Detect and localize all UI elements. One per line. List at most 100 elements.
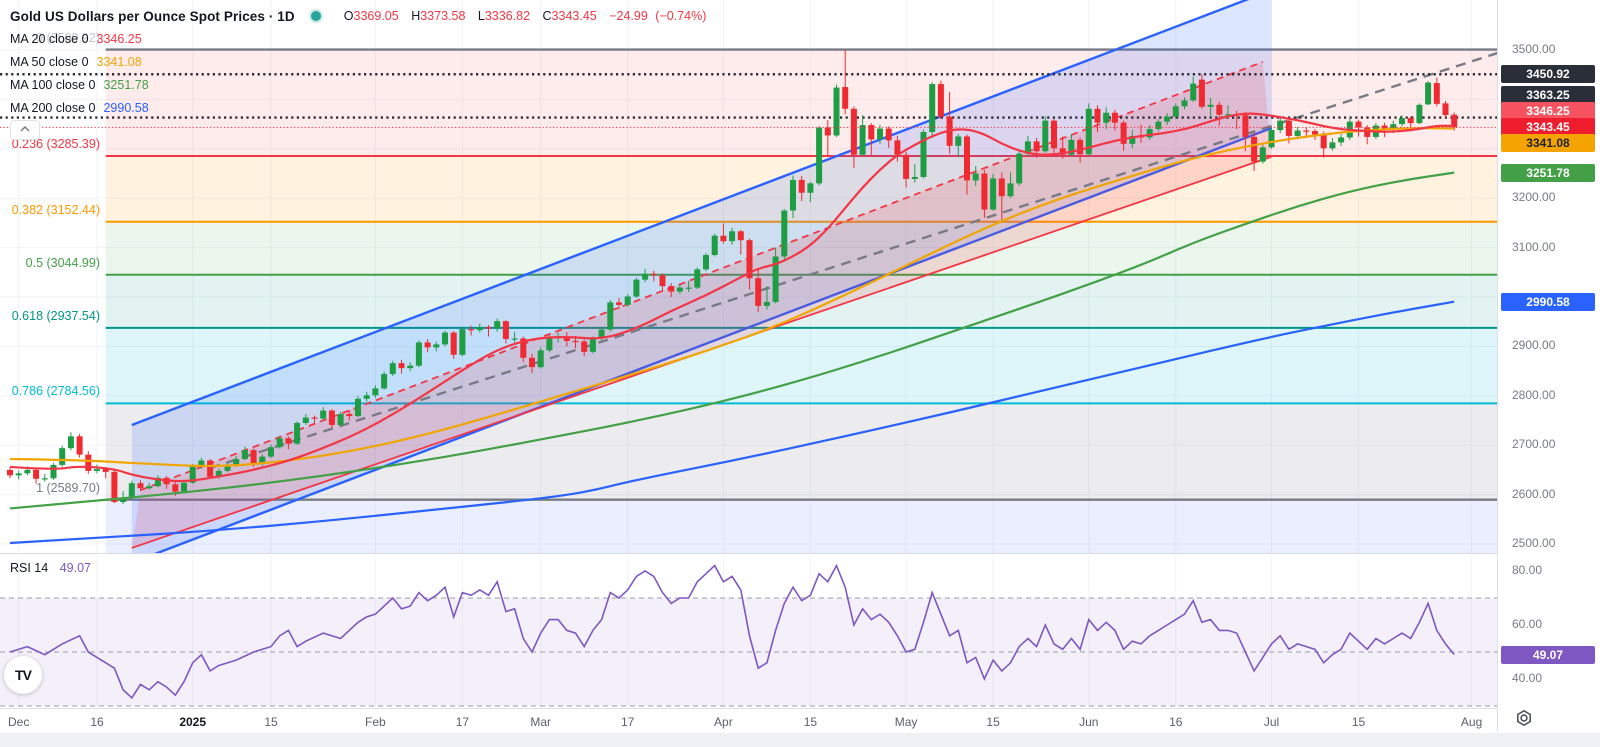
- candle-body: [15, 473, 22, 476]
- price-tick: 2800.00: [1512, 387, 1556, 402]
- candle-body: [128, 483, 135, 498]
- time-tick-15: 15: [986, 715, 1000, 729]
- candle-body: [485, 327, 492, 329]
- candle-body: [1120, 122, 1127, 144]
- candle-body: [137, 483, 144, 489]
- settings-icon[interactable]: [1515, 709, 1533, 727]
- high-label: H: [411, 9, 421, 23]
- low-value: 3336.82: [484, 9, 531, 23]
- candle-body: [1068, 139, 1075, 155]
- candle-body: [859, 125, 866, 155]
- indicator-row-ma200: MA 200 close 0 2990.58: [10, 96, 706, 119]
- candle-body: [398, 363, 405, 369]
- candle-body: [807, 183, 814, 193]
- candle-body: [511, 338, 518, 340]
- candle-body: [668, 286, 675, 292]
- candle-body: [1024, 141, 1031, 154]
- price-badge-3343.45: 3343.45: [1501, 118, 1595, 137]
- time-tick-16: 16: [90, 715, 104, 729]
- candle-body: [1111, 112, 1118, 123]
- candle-body: [94, 468, 100, 471]
- pane-divider-price-rsi[interactable]: [0, 553, 1600, 554]
- candle-body: [241, 450, 248, 460]
- candle-body: [302, 417, 309, 423]
- time-tick-Aug: Aug: [1460, 715, 1483, 729]
- candle-body: [624, 296, 631, 305]
- candle-body: [433, 344, 440, 348]
- candle-body: [737, 231, 744, 241]
- blue-parallel-channel-lower[interactable]: [132, 126, 1272, 563]
- candle-body: [937, 84, 944, 117]
- red-parallel-channel-upper[interactable]: [140, 61, 1264, 491]
- candle-body: [328, 410, 335, 425]
- price-tick: 2600.00: [1512, 486, 1556, 501]
- price-axis[interactable]: 3500.00 3200.00 3100.00 2900.00 2800.00 2700.…: [1497, 0, 1600, 732]
- ma200-value: 2990.58: [103, 100, 149, 115]
- bottom-strip: [0, 733, 1600, 747]
- candle-body: [1016, 153, 1023, 184]
- candle-body: [50, 464, 57, 479]
- candle-body: [268, 447, 274, 457]
- candle-body: [1085, 108, 1092, 155]
- legend-collapse-button[interactable]: [10, 120, 40, 140]
- candle-body: [7, 469, 13, 476]
- time-tick-17: 17: [621, 715, 635, 729]
- time-tick-Feb: Feb: [365, 715, 386, 729]
- ma-line-ma20[interactable]: [9, 112, 1455, 483]
- candle-body: [1320, 134, 1327, 149]
- candle-body: [320, 410, 327, 419]
- candle-body: [276, 438, 283, 448]
- tradingview-logo[interactable]: TV: [4, 656, 42, 694]
- candle-body: [1442, 103, 1449, 116]
- candle-body: [998, 178, 1005, 197]
- ma-line-ma100[interactable]: [9, 171, 1455, 510]
- blue-parallel-channel-upper[interactable]: [131, 0, 1272, 427]
- gear-icon: [1517, 709, 1531, 727]
- candle-body: [198, 460, 205, 467]
- price-pane[interactable]: [0, 0, 1498, 563]
- candle-body: [1242, 115, 1249, 137]
- time-tick-15: 15: [803, 715, 818, 729]
- candle-body: [1425, 82, 1432, 105]
- ma-line-ma200[interactable]: [9, 300, 1455, 545]
- candle-body: [154, 477, 161, 487]
- fib-label-0.786: 0.786 (2784.56): [11, 384, 100, 399]
- candle-body: [1172, 106, 1179, 117]
- candle-body: [1329, 142, 1336, 149]
- candle-body: [189, 466, 196, 483]
- candle-body: [1181, 100, 1188, 107]
- time-axis[interactable]: Dec 16 2025 15 Feb 17 Mar 17 Apr 15 May 15 Jun 16 Jul 1…: [0, 708, 1600, 733]
- candle-body: [1364, 127, 1371, 137]
- candle-body: [459, 329, 466, 355]
- candle-body: [1381, 125, 1388, 130]
- candle-body: [581, 341, 588, 352]
- candle-body: [1407, 118, 1414, 124]
- candle-body: [250, 450, 257, 464]
- price-badge-3450.92: 3450.92: [1501, 65, 1595, 84]
- candle-body: [1259, 147, 1266, 162]
- candle-body: [363, 395, 370, 399]
- candle-body: [720, 235, 727, 242]
- ma-line-ma50[interactable]: [9, 127, 1455, 468]
- candle-body: [1155, 121, 1162, 130]
- candle-body: [259, 456, 266, 464]
- rsi-pane[interactable]: [0, 556, 1497, 708]
- time-tick-15: 15: [264, 715, 278, 729]
- candle-body: [911, 176, 918, 179]
- candle-body: [1285, 120, 1292, 136]
- fib-label-0.382: 0.382 (3152.44): [11, 202, 100, 217]
- candle-body: [842, 87, 849, 109]
- candle-body: [763, 301, 770, 306]
- candle-body: [1277, 120, 1284, 131]
- candle-body: [476, 327, 483, 331]
- candle-body: [885, 128, 892, 141]
- low-label: L: [477, 9, 485, 23]
- candle-body: [920, 132, 927, 177]
- candle-body: [1416, 104, 1423, 124]
- high-value: 3373.58: [420, 9, 466, 23]
- time-tick-Dec: Dec: [8, 715, 30, 729]
- candle-body: [502, 321, 509, 339]
- open-label: O: [343, 9, 354, 23]
- time-tick-16: 16: [1169, 715, 1183, 729]
